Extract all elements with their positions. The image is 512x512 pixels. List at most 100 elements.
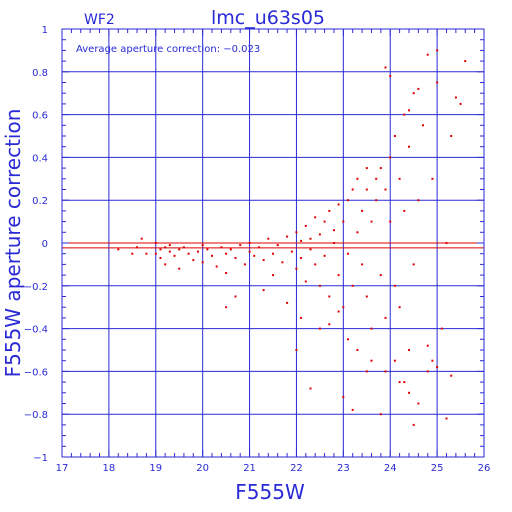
data-point	[164, 263, 167, 266]
data-point	[131, 252, 134, 255]
reference-lines	[62, 242, 484, 249]
data-point	[389, 220, 392, 223]
data-point	[318, 327, 321, 330]
data-point	[323, 254, 326, 257]
data-point	[136, 246, 138, 249]
y-tick-label: 0	[42, 239, 48, 250]
data-point	[182, 246, 185, 249]
data-point	[333, 242, 335, 244]
data-point	[379, 413, 382, 416]
data-point	[347, 252, 349, 255]
data-point	[365, 370, 368, 373]
y-tick-label: 0.8	[32, 68, 48, 79]
data-point	[440, 327, 443, 330]
data-point	[295, 349, 298, 351]
data-point	[403, 381, 406, 384]
x-tick-label: 21	[243, 463, 256, 474]
data-point	[239, 244, 242, 247]
data-point	[389, 75, 392, 78]
x-tick-label: 17	[56, 463, 69, 474]
data-point	[234, 295, 237, 298]
data-point	[398, 381, 401, 384]
data-point	[154, 242, 157, 244]
x-axis-label: F555W	[235, 480, 305, 504]
data-point	[309, 237, 312, 240]
data-point	[351, 284, 354, 287]
data-point	[304, 224, 307, 227]
data-point	[445, 417, 448, 420]
x-tick-label: 18	[103, 463, 116, 474]
data-point	[309, 248, 312, 251]
tick-marks	[61, 28, 485, 458]
data-point	[201, 244, 204, 247]
data-point	[220, 246, 223, 249]
data-point	[384, 188, 387, 191]
data-point	[351, 408, 354, 411]
data-point	[361, 209, 364, 212]
y-axis-label: F555W aperture correction	[1, 109, 25, 378]
data-point	[211, 254, 213, 257]
data-point	[389, 156, 392, 159]
data-point	[393, 135, 396, 137]
data-point	[459, 102, 462, 105]
data-point	[384, 66, 387, 69]
data-point	[295, 267, 298, 270]
data-point	[393, 284, 396, 287]
data-point	[342, 306, 345, 309]
data-point	[286, 301, 289, 304]
data-point	[393, 359, 396, 362]
data-point	[379, 274, 382, 277]
data-point	[398, 306, 401, 309]
data-point	[295, 231, 298, 234]
data-point	[431, 359, 434, 362]
y-tick-label: −0.6	[24, 367, 48, 378]
data-point	[384, 370, 387, 373]
data-point	[426, 53, 429, 56]
data-point	[445, 242, 448, 244]
data-point	[337, 203, 340, 206]
data-point	[417, 199, 420, 202]
data-point	[140, 237, 143, 240]
y-tick-label: −0.8	[24, 410, 48, 421]
data-point	[370, 359, 373, 362]
data-point	[286, 235, 289, 238]
data-point	[234, 257, 237, 259]
y-tick-label: 0.6	[32, 111, 48, 122]
data-point	[403, 113, 406, 116]
data-point	[272, 252, 274, 255]
y-tick-label: −1	[33, 453, 48, 464]
data-point	[408, 391, 410, 394]
y-tick-label: 0.4	[32, 153, 48, 164]
data-point	[206, 248, 209, 251]
data-point	[333, 229, 335, 232]
data-point	[300, 316, 303, 319]
data-point	[365, 188, 368, 191]
data-point	[318, 284, 321, 287]
data-point	[272, 274, 274, 277]
data-point	[164, 246, 167, 249]
data-point	[337, 274, 340, 277]
y-tick-label: 1	[42, 25, 48, 36]
data-point	[342, 220, 345, 223]
data-point	[450, 135, 453, 137]
data-point	[328, 209, 331, 212]
y-tick-label: −0.4	[24, 325, 48, 336]
x-tick-label: 24	[384, 463, 397, 474]
data-point	[154, 252, 157, 255]
data-point	[159, 248, 162, 251]
y-tick-label: −0.2	[24, 282, 48, 293]
data-point	[328, 295, 331, 298]
data-point	[159, 257, 162, 259]
data-point	[290, 250, 293, 253]
data-point	[248, 242, 251, 244]
chip-label: WF2	[84, 12, 115, 28]
data-point	[253, 254, 256, 257]
data-point	[328, 323, 331, 326]
data-point	[412, 423, 415, 426]
data-point	[192, 259, 195, 262]
data-point	[422, 124, 424, 127]
data-point	[178, 248, 181, 251]
data-point	[178, 267, 181, 270]
data-point	[403, 209, 406, 212]
